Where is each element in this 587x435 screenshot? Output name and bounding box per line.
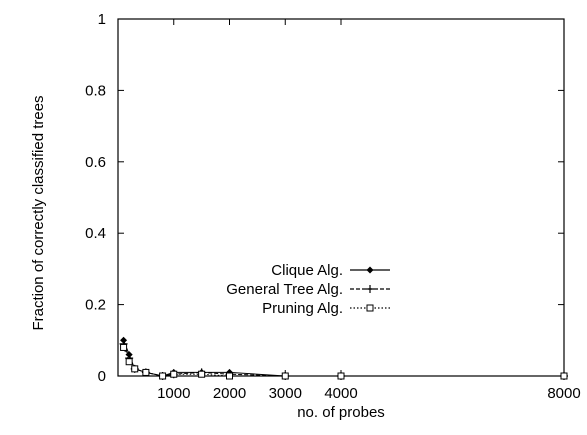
y-tick-label: 0	[98, 368, 106, 385]
legend-marker	[366, 266, 374, 274]
legend-label: General Tree Alg.	[226, 281, 343, 298]
y-tick-label: 0.2	[85, 297, 106, 314]
data-point	[131, 365, 139, 373]
legend-label: Pruning Alg.	[262, 300, 343, 317]
series-line	[123, 340, 564, 377]
data-point	[560, 372, 568, 380]
x-axis-title: no. of probes	[297, 404, 385, 421]
x-tick-label: 1000	[157, 385, 190, 402]
legend-label: Clique Alg.	[271, 262, 343, 279]
data-point	[170, 370, 178, 378]
x-tick-label: 4000	[324, 385, 357, 402]
series-line	[123, 347, 564, 377]
x-tick-label: 8000	[547, 385, 580, 402]
data-point	[198, 370, 206, 378]
series-line	[123, 343, 564, 377]
x-tick-label: 2000	[213, 385, 246, 402]
data-point	[281, 372, 289, 380]
y-tick-label: 0.4	[85, 225, 106, 242]
data-point	[120, 343, 128, 351]
x-tick-label: 3000	[269, 385, 302, 402]
data-point	[337, 372, 345, 380]
legend-marker	[366, 304, 374, 312]
y-tick-label: 0.6	[85, 154, 106, 171]
data-point	[125, 358, 133, 366]
data-point	[226, 372, 233, 380]
y-tick-label: 0.8	[85, 82, 106, 99]
plot-frame	[117, 18, 565, 377]
data-point	[159, 372, 167, 380]
data-point	[142, 368, 150, 376]
y-axis-title: Fraction of correctly classified trees	[30, 95, 47, 330]
legend-marker	[366, 285, 374, 293]
y-tick-label: 1	[98, 11, 106, 28]
